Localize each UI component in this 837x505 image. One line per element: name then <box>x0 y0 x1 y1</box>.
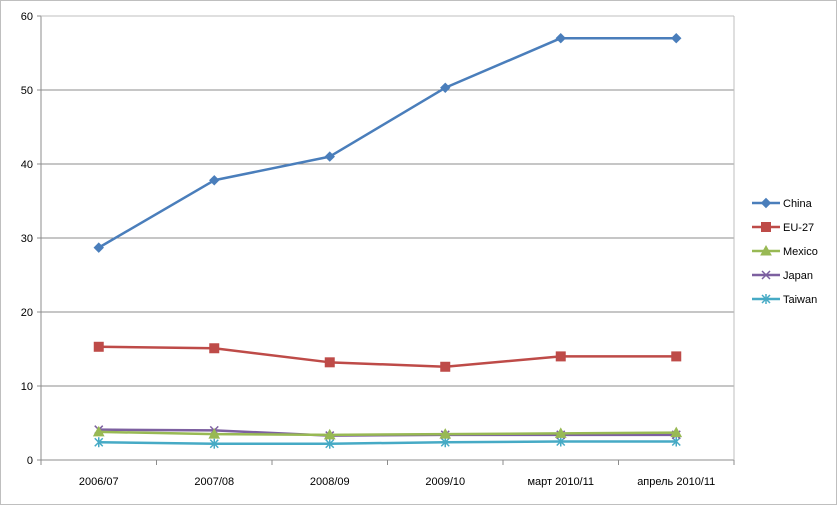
series-eu-27 <box>93 341 682 372</box>
y-tick-label: 30 <box>21 233 33 245</box>
data-point <box>554 427 567 438</box>
data-point <box>555 32 566 44</box>
y-tick-label: 50 <box>21 85 33 97</box>
series-taiwan <box>94 436 681 449</box>
data-point <box>440 437 450 448</box>
data-point <box>440 361 451 372</box>
data-point <box>93 242 104 253</box>
legend-marker <box>760 197 772 209</box>
data-point <box>555 351 566 362</box>
legend-label: Japan <box>783 270 813 282</box>
legend-marker <box>761 222 771 232</box>
y-tick-label: 20 <box>21 307 33 319</box>
legend-item: China <box>752 197 813 210</box>
data-point <box>92 425 105 437</box>
data-point <box>93 341 104 352</box>
legend-item: Taiwan <box>752 294 817 306</box>
data-point <box>324 357 335 368</box>
data-point <box>324 151 335 162</box>
legend: China EU-27 Mexico Japan Taiwan <box>752 197 818 306</box>
series-line <box>98 36 677 249</box>
data-point <box>208 428 221 439</box>
series-lines <box>92 32 683 449</box>
data-point <box>671 351 682 362</box>
data-point <box>670 426 683 438</box>
x-tick-label: 2007/08 <box>194 476 234 488</box>
x-tick-label: март 2010/11 <box>527 476 594 488</box>
legend-item: Mexico <box>752 244 818 258</box>
data-point <box>325 438 335 449</box>
data-point <box>209 175 220 186</box>
series-line <box>98 345 677 369</box>
gridlines <box>41 15 734 387</box>
y-tick-label: 0 <box>27 455 33 467</box>
legend-label: China <box>783 198 813 210</box>
data-point <box>671 436 681 447</box>
legend-marker <box>760 244 772 256</box>
data-point <box>556 436 566 447</box>
x-tick-label: 2006/07 <box>79 476 119 488</box>
data-point <box>94 437 104 448</box>
tick-labels: 0 10 20 30 40 50 60 2006/07 2007/08 2008/09 2009/1… <box>21 11 716 488</box>
legend-item: EU-27 <box>752 222 814 234</box>
data-point <box>671 32 682 44</box>
legend-label: Taiwan <box>783 294 817 306</box>
series-mexico <box>92 425 683 440</box>
data-point <box>323 428 336 440</box>
data-point <box>439 428 452 439</box>
y-tick-label: 60 <box>21 11 33 23</box>
legend-marker <box>761 270 771 280</box>
y-tick-label: 10 <box>21 381 33 393</box>
legend-item: Japan <box>752 270 813 282</box>
data-point <box>209 343 220 354</box>
y-tick-label: 40 <box>21 159 33 171</box>
x-tick-label: 2009/10 <box>425 476 465 488</box>
legend-label: EU-27 <box>783 222 814 234</box>
series-china <box>93 32 682 253</box>
legend-label: Mexico <box>783 246 818 258</box>
data-point <box>209 438 219 449</box>
series-line <box>98 440 677 445</box>
x-tick-label: 2008/09 <box>310 476 350 488</box>
series-line <box>98 430 677 437</box>
x-tick-label: апрель 2010/11 <box>637 476 715 488</box>
legend-marker <box>761 294 771 304</box>
data-point <box>440 82 451 93</box>
axes <box>37 15 735 465</box>
